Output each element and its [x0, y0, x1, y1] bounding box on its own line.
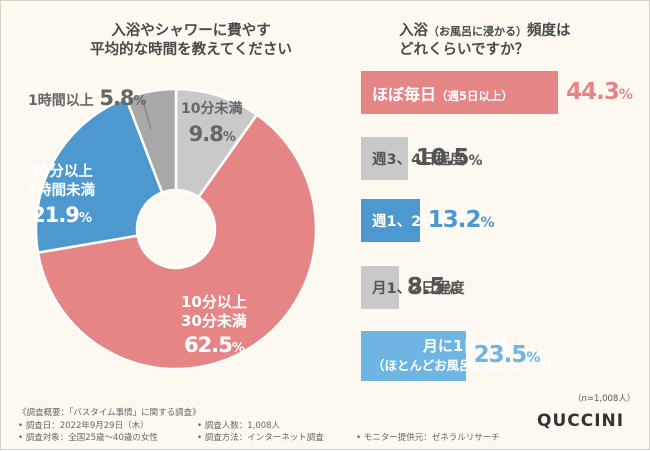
- bar-almost-daily: ほぼ毎日（週5日以上）: [361, 71, 559, 114]
- pie-label-over60-text: 1時間以上: [28, 93, 94, 109]
- pie-value-under10: 9.8: [188, 122, 224, 146]
- pie-label-over60: 1時間以上 5.8%: [28, 86, 147, 110]
- bar-label-3-4-days: 週3、4日程度: [372, 152, 465, 168]
- survey-target: • 調査対象：全国25歳～40歳の女性: [18, 433, 158, 443]
- pie-label-10-30: 10分以上 30分未満 62.5%: [181, 293, 247, 357]
- pie-title: 入浴やシャワーに費やす 平均的な時間を教えてください: [90, 23, 292, 58]
- bar-less-than-monthly: 月に1日未満 （ほとんどお風呂に浸からない）: [361, 331, 559, 381]
- pie-label-30-60: 30分以上 1時間未満 21.9%: [27, 164, 96, 227]
- pie-value-over60: 5.8: [99, 86, 134, 110]
- bar-value-1-2-days: 13.2%: [427, 207, 495, 233]
- survey-date: • 調査日：2022年9月29日（木）: [18, 421, 149, 431]
- bar-label-almost-daily: ほぼ毎日: [372, 84, 437, 104]
- survey-count: • 調査人数：1,008人: [197, 421, 281, 431]
- bar-label-1-2-days: 週1、2日程度: [372, 214, 465, 230]
- bar-3-4-days: 週3、4日程度: [361, 137, 465, 180]
- sample-size-note: （n=1,008人）: [573, 394, 636, 404]
- pie-slice-10-30: [36, 112, 318, 371]
- pie-slice-30-60: [34, 96, 164, 255]
- bar-monthly-1-2: 月1、2日程度: [361, 266, 465, 309]
- bar-value-less-than-monthly: 23.5%: [473, 342, 541, 368]
- bar-value-3-4-days: 10.5%: [415, 145, 483, 171]
- bar-label-monthly-1-2: 月1、2日程度: [372, 281, 465, 297]
- bar-1-2-days: 週1、2日程度: [361, 199, 465, 242]
- brand-logo: QUCCINI: [537, 411, 625, 431]
- bar-value-monthly-1-2: 8.5%: [406, 274, 459, 300]
- pie-slice-over60: [124, 87, 178, 195]
- pie-label-under10: 10分未満 9.8%: [181, 101, 243, 146]
- survey-method: • 調査方法：インターネット調査: [197, 433, 324, 443]
- bar-title: 入浴（お風呂に浸かる）頻度は どれくらいですか？: [399, 23, 571, 58]
- pie-leader-line: [142, 100, 152, 130]
- survey-head: 《調査概要：「バスタイム事情」に関する調査》: [18, 408, 201, 418]
- survey-provider: • モニター提供元：ゼネラルリサーチ: [356, 433, 500, 443]
- pie-value-10-30: 62.5: [184, 333, 233, 357]
- bar-value-almost-daily: 44.3%: [566, 79, 633, 105]
- pie-value-30-60: 21.9: [31, 203, 80, 227]
- pie-label-under10-text: 10分未満: [181, 101, 243, 117]
- bar-label-less-than-monthly: 月に1日未満: [422, 337, 509, 355]
